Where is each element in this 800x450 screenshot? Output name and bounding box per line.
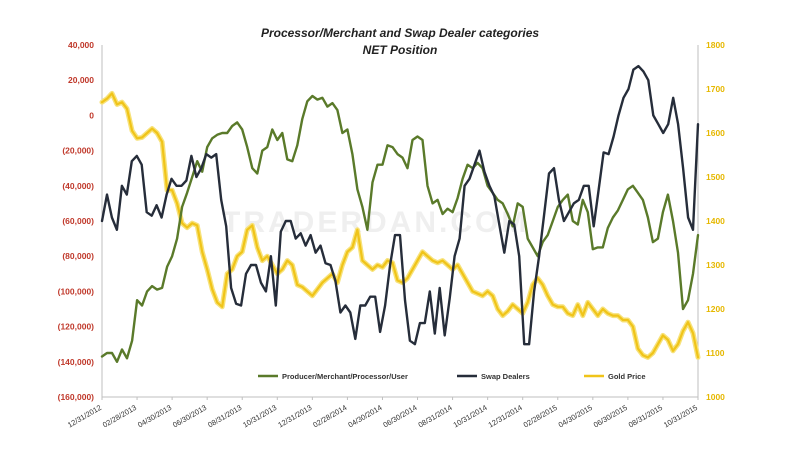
x-tick-label: 08/31/2015	[627, 403, 664, 430]
x-tick-label: 06/30/2014	[382, 403, 419, 430]
right-tick-label: 1100	[706, 348, 725, 358]
chart-title: Processor/Merchant and Swap Dealer categ…	[260, 26, 540, 40]
x-tick-label: 08/31/2013	[206, 403, 243, 430]
left-tick-label: (80,000)	[62, 251, 94, 261]
left-tick-label: (20,000)	[62, 146, 94, 156]
left-tick-label: 40,000	[68, 40, 94, 50]
x-tick-label: 12/31/2014	[487, 403, 524, 430]
legend-label-gold-price: Gold Price	[608, 372, 646, 381]
right-tick-label: 1800	[706, 40, 725, 50]
right-tick-label: 1200	[706, 304, 725, 314]
right-tick-label: 1500	[706, 172, 725, 182]
x-tick-label: 04/30/2015	[557, 403, 594, 430]
x-tick-label: 04/30/2013	[136, 403, 173, 430]
left-tick-label: (120,000)	[58, 322, 95, 332]
left-tick-label: 20,000	[68, 75, 94, 85]
series-line-gold-price	[100, 92, 700, 359]
x-tick-label: 10/31/2013	[241, 403, 278, 430]
x-tick-label: 06/30/2015	[592, 403, 629, 430]
x-tick-label: 10/31/2014	[452, 403, 489, 430]
left-tick-label: (160,000)	[58, 392, 95, 402]
legend-label-swap-dealers: Swap Dealers	[481, 372, 530, 381]
left-tick-label: (40,000)	[62, 181, 94, 191]
left-tick-label: (100,000)	[58, 286, 95, 296]
x-tick-label: 12/31/2013	[276, 403, 313, 430]
right-tick-label: 1600	[706, 128, 725, 138]
x-tick-label: 08/31/2014	[417, 403, 454, 430]
right-tick-label: 1400	[706, 216, 725, 226]
watermark: TRADERDAN.COM	[222, 206, 530, 239]
right-tick-label: 1000	[706, 392, 725, 402]
x-tick-label: 10/31/2015	[662, 403, 699, 430]
x-tick-label: 06/30/2013	[171, 403, 208, 430]
series-line-swap-dealers	[100, 64, 700, 346]
x-tick-label: 12/31/2012	[66, 403, 103, 430]
x-tick-label: 02/28/2013	[101, 403, 138, 430]
series-line-producer-merchant-processor-user	[100, 94, 700, 363]
x-tick-label: 02/28/2014	[311, 403, 348, 430]
left-tick-label: (60,000)	[62, 216, 94, 226]
right-tick-label: 1300	[706, 260, 725, 270]
left-tick-label: (140,000)	[58, 357, 95, 367]
x-tick-label: 02/28/2015	[522, 403, 559, 430]
chart-subtitle: NET Position	[362, 43, 438, 57]
left-tick-label: 0	[89, 110, 94, 120]
x-tick-label: 04/30/2014	[346, 403, 383, 430]
right-tick-label: 1700	[706, 84, 725, 94]
legend-label-producer-merchant-processor-user: Producer/Merchant/Processor/User	[282, 372, 408, 381]
